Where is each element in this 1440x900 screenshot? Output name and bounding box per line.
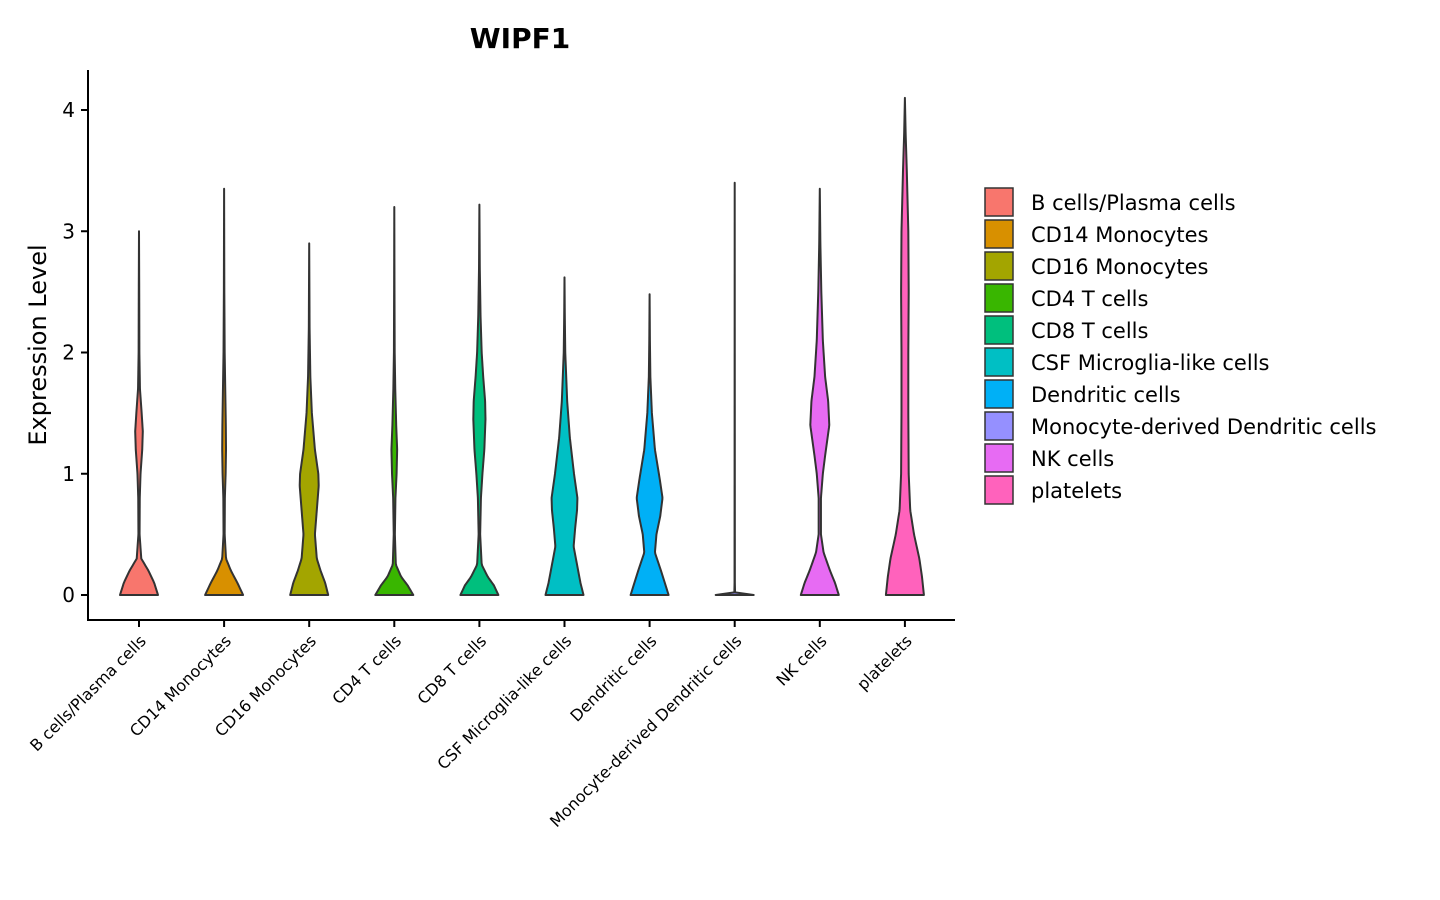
legend-key [984,379,1014,409]
legend-key [984,443,1014,473]
x-tick-label: CD8 T cells [414,631,491,708]
y-axis-label: Expression Level [24,244,52,445]
x-tick-label: CD4 T cells [328,631,405,708]
violin-platelets [884,96,925,596]
legend-key [984,283,1014,313]
legend-key [984,411,1014,441]
x-tick-label: NK cells [772,631,830,689]
violin-dendritic-cells [629,293,670,596]
legend-key [984,219,1014,249]
violin-cd16-monocytes [289,242,330,596]
legend: B cells/Plasma cells CD14 Monocytes CD16 M… [984,187,1376,505]
legend-label: Monocyte-derived Dendritic cells [1031,415,1376,439]
x-tick-label: B cells/Plasma cells [26,631,150,755]
y-tick-label: 2 [62,341,75,365]
violin-monocyte-derived-dendritic-cells [714,181,755,596]
x-tick-label: platelets [853,631,916,694]
legend-label: NK cells [1031,447,1114,471]
y-tick-label: 3 [62,219,75,243]
violin-nk-cells [799,187,840,596]
y-tick-label: 1 [62,462,75,486]
legend-key [984,475,1014,505]
violin-cd4-t-cells [374,206,415,596]
y-tick-label: 4 [62,98,75,122]
legend-key [984,187,1014,217]
legend-label: CD8 T cells [1031,319,1148,343]
x-tick-label: Monocyte-derived Dendritic cells [546,631,746,831]
legend-label: Dendritic cells [1031,383,1181,407]
legend-label: B cells/Plasma cells [1031,191,1236,215]
legend-label: platelets [1031,479,1122,503]
chart-title: WIPF1 [470,22,570,55]
violin-cd8-t-cells [459,203,500,596]
violin-b-cells-plasma-cells [119,230,159,596]
y-tick-label: 0 [62,583,75,607]
violin-cd14-monocytes [204,187,245,596]
legend-label: CSF Microglia-like cells [1031,351,1269,375]
legend-label: CD16 Monocytes [1031,255,1208,279]
violin-csf-microglia-like-cells [544,276,585,596]
plot-area [119,96,925,596]
legend-label: CD14 Monocytes [1031,223,1208,247]
legend-key [984,251,1014,281]
legend-label: CD4 T cells [1031,287,1148,311]
legend-key [984,347,1014,377]
x-tick-label: Dendritic cells [566,631,660,725]
legend-key [984,315,1014,345]
